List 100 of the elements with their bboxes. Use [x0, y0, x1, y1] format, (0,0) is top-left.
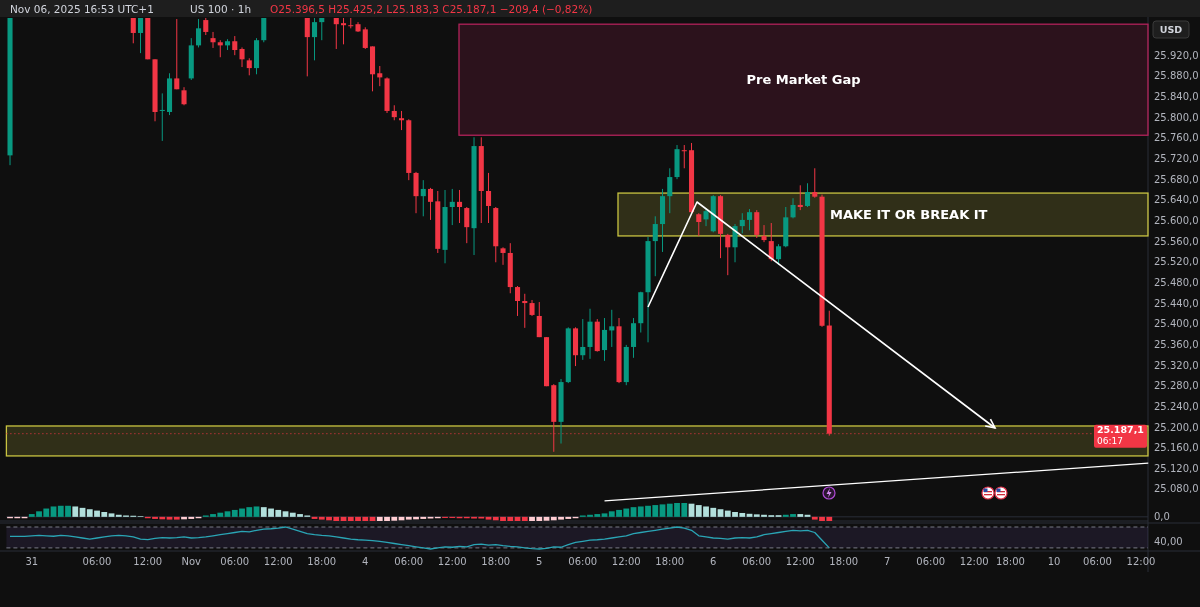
candlestick [681, 144, 687, 169]
bar [50, 506, 57, 517]
y-axis-title: USD [1159, 23, 1183, 35]
x-tick-label: 12:00 [959, 555, 989, 567]
y-tick-label: 25.480,0 [1154, 276, 1199, 288]
candlestick [797, 184, 803, 211]
candlestick [464, 206, 470, 244]
y-tick-label: 25.120,0 [1154, 462, 1199, 474]
x-tick-label: 06:00 [1083, 555, 1112, 567]
y-tick-label: 25.200,0 [1154, 421, 1199, 433]
x-tick-label: 12:00 [611, 555, 641, 567]
candlestick [601, 317, 608, 362]
candlestick [630, 317, 637, 359]
x-tick-label: 18:00 [481, 555, 511, 567]
candlestick [239, 46, 245, 68]
bar [797, 514, 804, 517]
y-tick-label: 25.320,0 [1154, 359, 1199, 371]
x-tick-label: 12:00 [133, 555, 163, 567]
bar [521, 516, 528, 521]
x-tick-label: 06:00 [394, 555, 424, 567]
x-tick-label: 18:00 [307, 555, 337, 567]
candlestick [181, 86, 187, 106]
bar [282, 511, 289, 517]
band-label: Pre Market Gap [746, 72, 861, 88]
candlestick [768, 222, 774, 262]
candlestick [804, 182, 811, 208]
bar [253, 506, 260, 517]
bar [601, 513, 608, 517]
candlestick [812, 167, 818, 199]
text: 0,0 [1154, 511, 1170, 523]
x-tick-label: 12:00 [263, 555, 293, 567]
candlestick [398, 110, 405, 131]
x-tick-label: 06:00 [568, 555, 598, 567]
x-tick-label: 18:00 [996, 555, 1025, 567]
candlestick [261, 17, 267, 43]
x-tick-label: 4 [362, 555, 369, 567]
candlestick [130, 17, 136, 44]
candlestick [732, 223, 738, 263]
bar [485, 516, 492, 520]
candlestick [536, 301, 542, 338]
y-tick-label: 25.760,0 [1154, 132, 1199, 144]
candlestick [195, 18, 202, 48]
bar [543, 516, 550, 521]
y-tick-label: 25.920,0 [1154, 49, 1199, 61]
candlestick [456, 189, 463, 224]
candlestick [580, 318, 586, 361]
y-tick-label: 25.680,0 [1154, 173, 1199, 185]
y-tick-label: 25.880,0 [1154, 70, 1199, 82]
candlestick [652, 215, 658, 277]
candlestick [413, 171, 419, 214]
x-tick-label: Nov [181, 555, 202, 567]
candlestick [340, 17, 347, 45]
candlestick [449, 188, 455, 226]
text: O25.396,5 H25.425,2 L25.183,3 C25.187,1 −209,4 (−0,82%) [270, 2, 593, 15]
candlestick [137, 17, 144, 54]
candlestick [754, 209, 760, 239]
y-tick-label: 25.560,0 [1154, 235, 1199, 247]
candlestick [761, 224, 767, 243]
y-tick-label: 25.240,0 [1154, 400, 1199, 412]
y-tick-label: 25.800,0 [1154, 111, 1199, 123]
candlestick [609, 309, 615, 348]
candlestick [174, 18, 180, 90]
ref-line-label: 25.187,1 [1097, 423, 1144, 435]
bar [224, 511, 231, 517]
bar [173, 516, 180, 520]
candlestick [304, 17, 310, 77]
text: US 100 · 1h [190, 2, 252, 15]
x-tick-label: 06:00 [82, 555, 112, 567]
y-tick-label: 25.840,0 [1154, 91, 1199, 102]
y-tick-label: 25.400,0 [1154, 318, 1199, 330]
candlestick [696, 212, 702, 237]
candlestick [159, 92, 165, 142]
x-tick-label: 18:00 [655, 555, 685, 567]
candlestick [746, 208, 753, 231]
bar [72, 506, 79, 517]
x-tick-label: 06:00 [220, 555, 250, 567]
y-tick-label: 25.720,0 [1154, 152, 1199, 164]
bar [166, 516, 173, 520]
x-tick-label: 18:00 [829, 555, 859, 567]
candlestick [232, 35, 238, 56]
x-tick-label: 12:00 [785, 555, 815, 567]
candlestick [210, 31, 216, 49]
y-tick-label: 25.640,0 [1154, 194, 1199, 206]
x-tick-label: 31 [25, 555, 39, 567]
bar [659, 504, 666, 517]
y-tick-label: 25.520,0 [1154, 256, 1199, 268]
candlestick [420, 179, 426, 217]
y-tick-label: 25.080,0 [1154, 483, 1199, 495]
y-tick-label: 25.160,0 [1154, 442, 1199, 454]
x-tick-label: 06:00 [916, 555, 946, 567]
y-tick-label: 25.360,0 [1154, 338, 1199, 350]
candlestick [667, 167, 673, 214]
x-tick-label: 5 [536, 555, 543, 567]
candlestick [790, 197, 796, 219]
candlestick [333, 17, 339, 50]
y-tick-label: 25.600,0 [1154, 214, 1199, 226]
x-tick-label: 06:00 [742, 555, 772, 567]
candlestick [739, 212, 745, 234]
candlestick [427, 187, 434, 221]
candlestick [522, 293, 528, 329]
